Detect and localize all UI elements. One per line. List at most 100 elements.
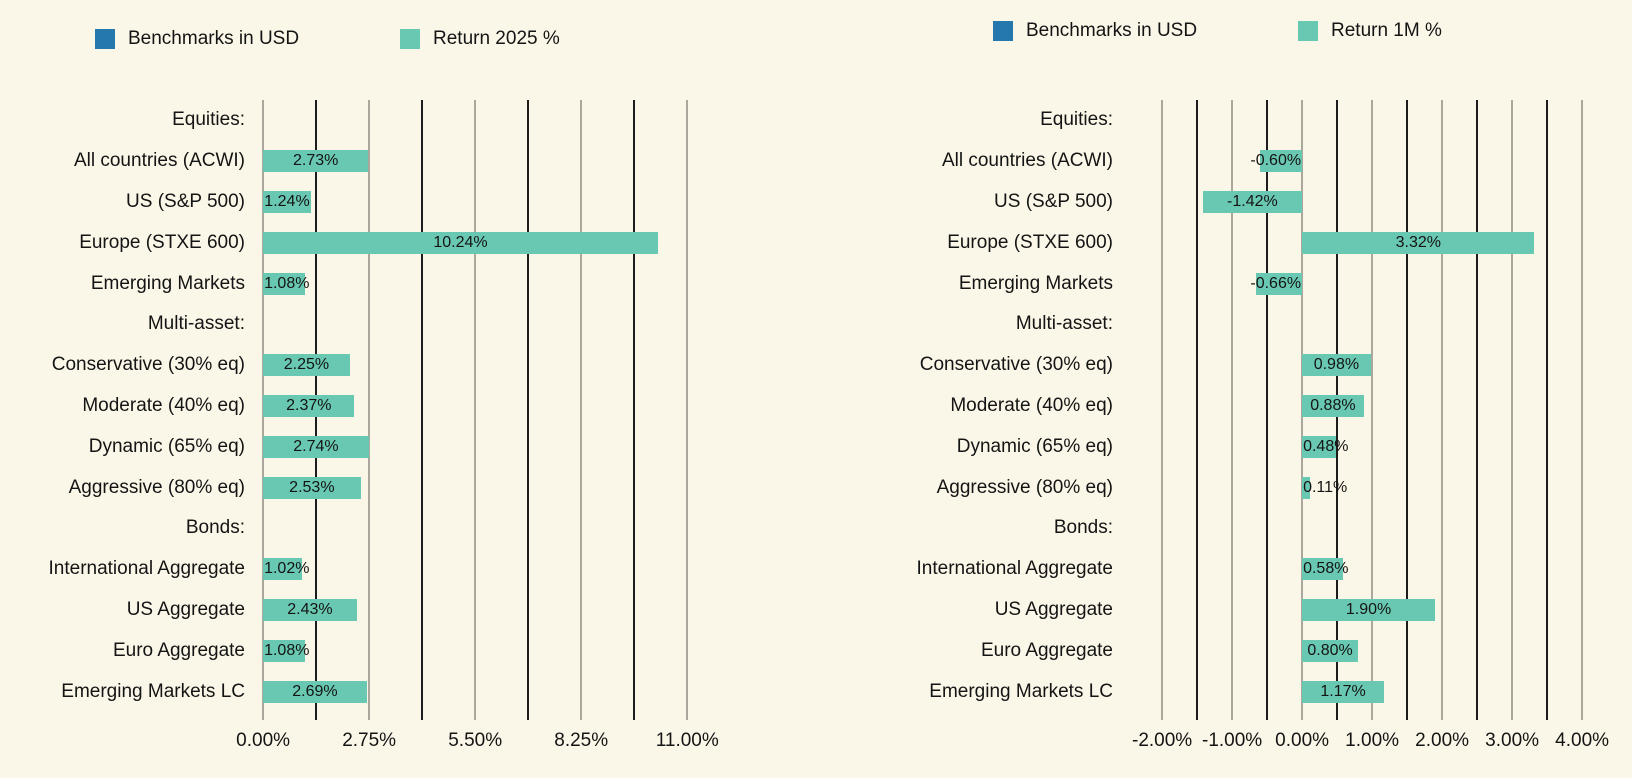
bar xyxy=(1302,354,1371,377)
gridline-major xyxy=(1371,100,1374,720)
category-label: International Aggregate xyxy=(48,558,246,580)
x-axis-tick-label: 11.00% xyxy=(655,730,719,751)
bar xyxy=(263,191,311,213)
return-series-swatch xyxy=(1298,21,1318,41)
chart-return-2025: Benchmarks in USD Return 2025 % 0.00% 2.75%… xyxy=(48,28,719,751)
bar-value-label: 1.90% xyxy=(1345,601,1392,618)
gridline-major xyxy=(580,100,583,720)
bar-value-label: 10.24% xyxy=(433,233,488,251)
category-label: Dynamic (65% eq) xyxy=(956,435,1113,457)
x-axis-tick-label: 2.75% xyxy=(342,730,397,751)
bar xyxy=(263,558,303,581)
gridline-major xyxy=(1231,100,1234,720)
section-label: Equities: xyxy=(172,109,245,131)
bar xyxy=(1302,476,1310,499)
bar-value-label: 3.32% xyxy=(1395,233,1441,251)
legend-item: Return 1M % xyxy=(1298,20,1442,42)
x-axis-tick-label: -2.00% xyxy=(1131,730,1193,751)
bar-value-label: 2.37% xyxy=(286,397,332,414)
return-series-swatch xyxy=(400,29,420,49)
x-axis-tick-label: 2.00% xyxy=(1415,730,1470,751)
bar xyxy=(1302,395,1364,417)
bar xyxy=(1202,191,1303,213)
category-label: Europe (STXE 600) xyxy=(79,231,245,253)
bar xyxy=(1302,231,1535,254)
category-label: Aggressive (80% eq) xyxy=(68,476,245,498)
section-label: Equities: xyxy=(1040,109,1113,131)
bar xyxy=(263,231,658,254)
bar-value-label: 0.80% xyxy=(1307,641,1353,659)
bar xyxy=(263,680,367,703)
category-label: Europe (STXE 600) xyxy=(947,231,1113,253)
category-label: US (S&P 500) xyxy=(126,190,245,212)
gridline-major xyxy=(686,100,689,720)
category-label: Emerging Markets xyxy=(958,272,1113,294)
bar-value-label: 2.73% xyxy=(293,152,339,170)
bar xyxy=(263,639,305,662)
category-label: Euro Aggregate xyxy=(980,639,1113,661)
legend-item: Benchmarks in USD xyxy=(993,20,1197,42)
gridline-minor xyxy=(1546,100,1549,720)
x-axis-tick-label: 5.50% xyxy=(448,730,503,751)
section-label: Bonds: xyxy=(185,517,245,539)
bar-value-label: -1.42% xyxy=(1227,193,1278,210)
bar-value-label: 0.58% xyxy=(1303,560,1349,578)
bar xyxy=(263,395,355,417)
bar xyxy=(263,150,369,173)
bar xyxy=(263,476,361,499)
gridline-major xyxy=(1161,100,1164,720)
legend-item: Benchmarks in USD xyxy=(95,28,299,50)
bar-value-label: 1.02% xyxy=(264,560,310,578)
bar-value-label: -0.66% xyxy=(1250,274,1302,292)
gridline-minor xyxy=(421,100,424,720)
bar-value-label: 2.53% xyxy=(289,478,335,496)
legend-label: Benchmarks in USD xyxy=(128,28,300,49)
x-axis-tick-label: 3.00% xyxy=(1485,730,1540,751)
category-label: US (S&P 500) xyxy=(994,190,1113,212)
bar xyxy=(1302,599,1436,621)
legend-label: Return 1M % xyxy=(1331,20,1442,41)
category-label: Moderate (40% eq) xyxy=(82,394,245,416)
bar xyxy=(1302,680,1384,703)
x-axis-tick-label: 0.00% xyxy=(1275,730,1330,751)
bar-value-label: 1.08% xyxy=(264,274,310,292)
bar-value-label: 1.24% xyxy=(264,193,310,210)
category-label: Euro Aggregate xyxy=(112,639,245,661)
benchmark-series-swatch xyxy=(993,21,1013,41)
benchmark-series-swatch xyxy=(95,29,115,49)
bar-value-label: 0.48% xyxy=(1303,437,1349,455)
bar xyxy=(1260,150,1303,173)
category-label: Emerging Markets LC xyxy=(61,680,245,702)
bar xyxy=(263,354,350,377)
bar-value-label: 2.43% xyxy=(287,601,333,618)
gridline-major xyxy=(474,100,477,720)
gridline-minor xyxy=(1406,100,1409,720)
bar xyxy=(263,599,357,621)
legend-label: Return 2025 % xyxy=(433,28,560,49)
category-label: Moderate (40% eq) xyxy=(950,394,1113,416)
bar-value-label: 0.98% xyxy=(1313,356,1360,374)
category-label: Emerging Markets xyxy=(90,272,245,294)
bar-value-label: 2.69% xyxy=(292,682,338,700)
category-label: Conservative (30% eq) xyxy=(919,354,1113,376)
bar-value-label: -0.60% xyxy=(1250,152,1302,170)
bar-value-label: 1.08% xyxy=(264,641,310,659)
x-axis-tick-label: 4.00% xyxy=(1555,730,1610,751)
legend-label: Benchmarks in USD xyxy=(1026,20,1198,41)
gridline-minor xyxy=(1266,100,1269,720)
category-label: All countries (ACWI) xyxy=(73,150,245,172)
gridline-major xyxy=(1511,100,1514,720)
bar xyxy=(1302,639,1359,662)
chart-return-1m: Benchmarks in USD Return 1M % -2.00% -1.00%… xyxy=(816,0,1632,778)
plot-area: -2.00% -1.00% 0.00% 1.00% 2.00% 3.00% 4.00% -0.… xyxy=(1125,100,1615,751)
bar xyxy=(263,435,369,458)
category-label: All countries (ACWI) xyxy=(941,150,1113,172)
x-axis-tick-label: 8.25% xyxy=(554,730,609,751)
category-label: Emerging Markets LC xyxy=(929,680,1113,702)
gridline-minor xyxy=(633,100,636,720)
bar xyxy=(1255,272,1303,295)
section-label: Multi-asset: xyxy=(1015,313,1113,335)
bar-value-label: 1.17% xyxy=(1320,682,1366,700)
x-axis-tick-label: -1.00% xyxy=(1201,730,1263,751)
category-label: Dynamic (65% eq) xyxy=(88,435,245,457)
